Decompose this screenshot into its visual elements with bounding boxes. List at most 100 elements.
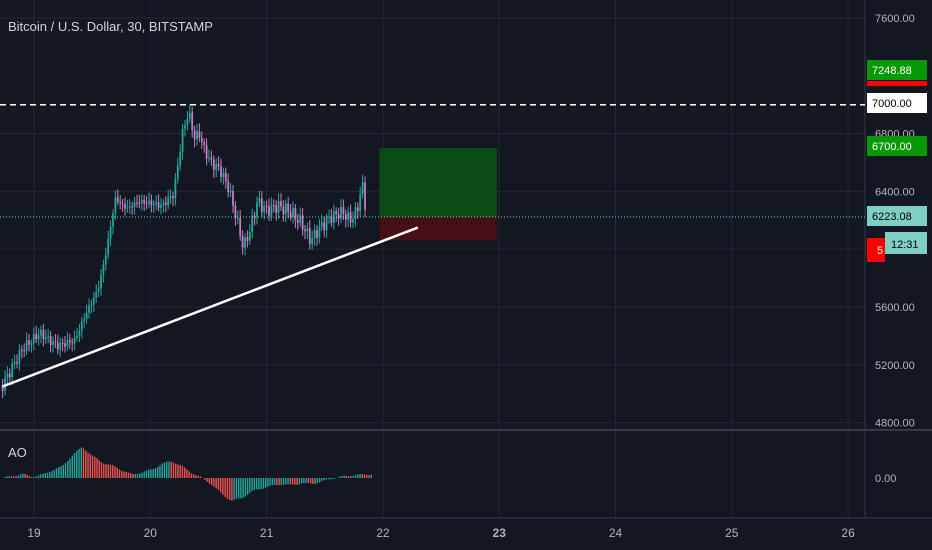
candle-body [325, 217, 328, 231]
candle-body [18, 349, 21, 364]
candle-body [88, 305, 90, 313]
candle-body [100, 274, 102, 289]
trendline [2, 226, 419, 388]
candle-body [198, 131, 201, 139]
candle-body [40, 329, 42, 336]
candle-body [104, 254, 107, 265]
candle-body [299, 215, 302, 223]
candle-body [64, 343, 66, 347]
candle-body [227, 181, 230, 193]
candle-body [160, 204, 162, 208]
candle-body [23, 350, 26, 352]
candle-body [138, 202, 141, 204]
candle-body [215, 164, 218, 171]
candle-body [116, 197, 119, 202]
candle-body [54, 341, 57, 343]
candle-body [172, 196, 174, 199]
candle-body [169, 196, 172, 198]
candle-body [1, 385, 4, 391]
ao-indicator-pane [4, 447, 372, 501]
candle-body [157, 202, 160, 208]
candle-body [260, 198, 263, 212]
candle-body [109, 226, 112, 239]
candle-body [152, 203, 155, 206]
candle-body [49, 336, 52, 345]
candle-body [25, 340, 28, 351]
candle-body [73, 337, 76, 344]
candles [1, 104, 366, 399]
candle-body [210, 157, 213, 160]
stop-tag-text: 5 [877, 245, 883, 257]
candle-body [342, 206, 345, 215]
candle-body [150, 200, 153, 206]
grid [0, 0, 932, 519]
candle-body [52, 341, 54, 345]
candle-body [354, 207, 357, 220]
candle-body [220, 166, 222, 178]
candle-body [196, 131, 198, 140]
candle-body [143, 199, 146, 204]
candle-body [323, 222, 326, 231]
candle-body [128, 206, 131, 208]
candle-body [176, 165, 179, 179]
candle-body [136, 202, 138, 204]
last-price-tag: 6223.08 [867, 206, 927, 226]
candle-body [289, 211, 292, 218]
candle-body [287, 203, 290, 212]
candle-body [232, 190, 234, 206]
time-tick-label: 26 [841, 526, 855, 540]
candle-body [20, 349, 23, 351]
candle-body [37, 335, 40, 340]
candle-body [251, 215, 254, 232]
candle-body [107, 238, 110, 255]
candle-body [126, 207, 129, 209]
countdown-box [885, 232, 927, 254]
candle-body [217, 164, 220, 167]
price-tick-label: 6400.00 [875, 186, 915, 198]
candle-body [59, 342, 62, 350]
candle-body [11, 363, 14, 378]
candle-body [174, 178, 177, 199]
position-zone [379, 148, 497, 241]
price-tick-label: 5600.00 [875, 302, 915, 314]
candle-body [352, 219, 354, 223]
candle-body [76, 335, 78, 338]
time-tick-label: 22 [376, 526, 390, 540]
candle-body [292, 208, 294, 218]
time-tick-label: 23 [493, 526, 507, 540]
candle-body [359, 194, 362, 212]
candle-body [275, 205, 278, 214]
ao-tick-label: 0.00 [875, 473, 896, 485]
candle-body [203, 142, 206, 145]
price-tick-label: 5200.00 [875, 360, 915, 372]
target-price-tag: 7248.88 [867, 60, 927, 80]
take-profit-tag-box [867, 136, 927, 156]
candle-body [6, 373, 9, 378]
candle-body [186, 118, 189, 126]
price-lines [0, 103, 865, 388]
candle-body [256, 202, 258, 218]
candle-body [349, 212, 352, 223]
take-profit-tag-text: 6700.00 [872, 141, 912, 153]
candle-body [330, 216, 333, 224]
candle-body [133, 202, 136, 208]
candle-body [121, 202, 124, 204]
candle-body [222, 172, 225, 178]
candle-body [47, 336, 50, 338]
time-tick-label: 25 [725, 526, 739, 540]
candle-body [131, 206, 134, 208]
price-tick-label: 7600.00 [875, 13, 915, 25]
candle-body [188, 112, 191, 119]
candle-body [145, 203, 148, 205]
candle-body [32, 333, 35, 344]
time-tick-label: 20 [144, 526, 158, 540]
candle-body [28, 340, 30, 345]
candle-body [244, 237, 246, 248]
candle-body [68, 340, 71, 342]
time-tick-label: 19 [27, 526, 41, 540]
last-price-tag-box [867, 206, 927, 226]
candle-body [364, 182, 366, 210]
candle-body [294, 208, 297, 220]
